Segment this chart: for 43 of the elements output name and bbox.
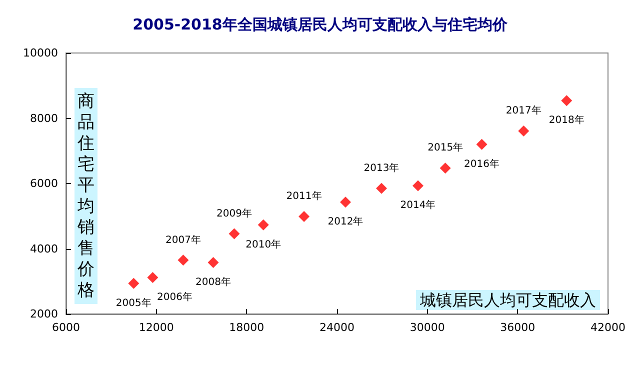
point [128, 278, 140, 289]
annotation: 2015年 [428, 142, 464, 154]
x-tick-label: 24000 [320, 321, 354, 334]
annotation: 2009年 [216, 207, 252, 220]
chart-title: 2005-2018年全国城镇居民人均可支配收入与住宅均价 [132, 16, 508, 34]
y-tick-label: 2000 [30, 308, 58, 320]
annotation: 2016年 [464, 158, 500, 170]
annotation: 2017年 [506, 104, 542, 116]
point [376, 182, 387, 194]
annotation: 2010年 [246, 238, 282, 251]
x-tick-label: 30000 [410, 321, 445, 334]
annotation: 2012年 [328, 216, 364, 228]
x-tick-label: 42000 [590, 321, 626, 334]
x-tick-label: 12000 [138, 321, 174, 334]
x-axis-title: 城镇居民人均可支配收入 [419, 290, 596, 310]
y-tick-label: 8000 [30, 112, 58, 125]
text: 商品住宅平均销售价格 [78, 92, 94, 300]
annotation: 2007年 [165, 234, 201, 246]
annotation: 2005年 [116, 296, 152, 309]
y-tick-label: 10000 [23, 46, 58, 60]
x-tick-label: 18000 [229, 321, 264, 334]
y-tick-label: 6000 [30, 177, 58, 190]
point [412, 180, 424, 192]
annotation: 2008年 [196, 276, 231, 288]
point [208, 256, 219, 268]
point [440, 162, 451, 174]
point [147, 272, 158, 283]
x-tick-label: 6000 [52, 321, 80, 334]
annotation: 2018年 [548, 114, 584, 126]
point [258, 219, 269, 230]
point [476, 138, 488, 150]
y-tick-label: 4000 [30, 242, 58, 256]
annotation: 2014年 [400, 199, 436, 212]
annotation: 2006年 [156, 290, 192, 303]
point [298, 210, 310, 222]
point [228, 228, 240, 240]
annotation: 2013年 [364, 162, 400, 174]
point [561, 95, 572, 106]
annotation: 2011年 [286, 190, 322, 202]
point [518, 125, 530, 136]
point [340, 196, 352, 208]
point [178, 254, 189, 266]
x-tick-label: 36000 [500, 321, 536, 334]
